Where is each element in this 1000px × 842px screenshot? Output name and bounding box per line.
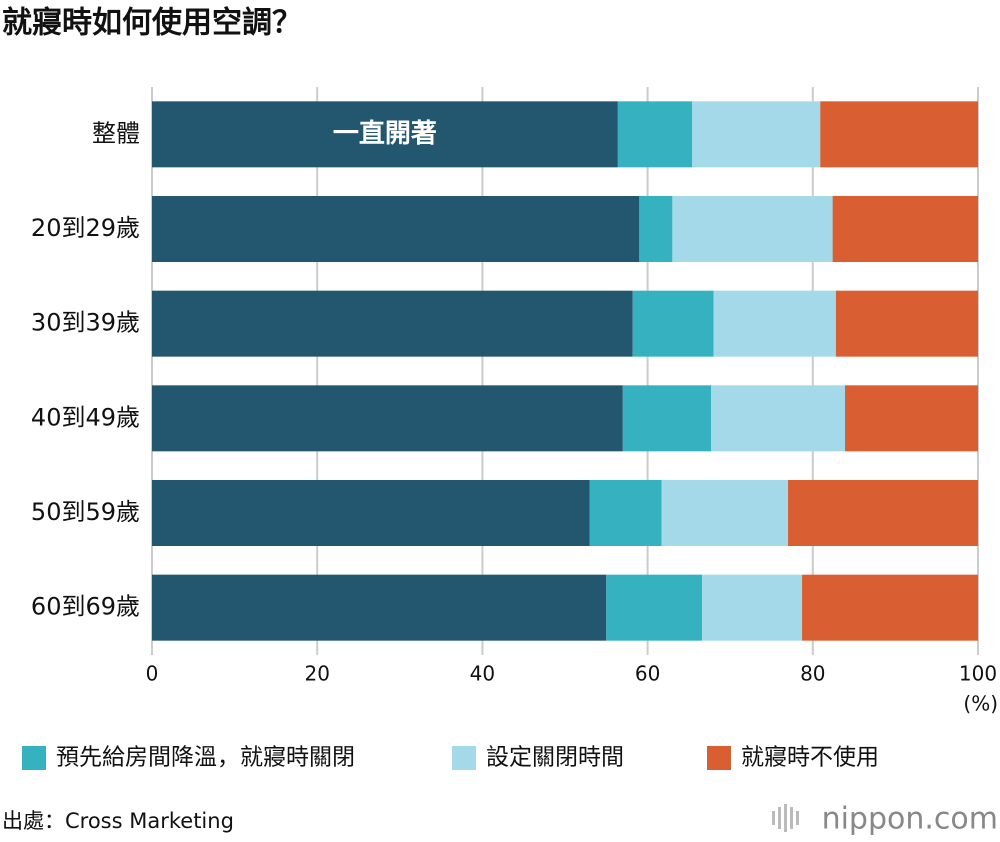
bar-segment <box>632 290 714 357</box>
x-tick-label: 40 <box>470 662 495 686</box>
bar-segment <box>589 480 662 546</box>
y-tick-label: 50到59歲 <box>31 498 140 526</box>
bar-segment <box>802 574 978 641</box>
x-tick-label: 20 <box>304 662 329 686</box>
chart-title: 就寢時如何使用空調？ <box>2 6 302 41</box>
bar-segment <box>152 196 640 262</box>
bar-segment <box>845 385 978 452</box>
bar-segment <box>617 101 693 168</box>
bar-segment <box>152 101 618 168</box>
logo-icon <box>772 804 799 832</box>
bar-segment <box>152 480 590 546</box>
y-tick-label: 20到29歲 <box>31 214 140 242</box>
bar-segment <box>692 101 821 168</box>
source: 出處：Cross Marketing <box>2 809 234 833</box>
bar-segment <box>152 290 633 357</box>
bar-segment <box>661 480 789 546</box>
legend-label: 預先給房間降溫，就寢時關閉 <box>56 745 355 771</box>
bar-segment <box>711 385 846 452</box>
logo: nippon.com <box>822 802 998 837</box>
x-axis-label: (%) <box>963 692 998 716</box>
bar-segment <box>832 196 978 262</box>
legend-swatch <box>707 746 731 770</box>
x-tick-label: 60 <box>635 662 660 686</box>
legend-swatch <box>452 746 476 770</box>
bar-segment <box>622 385 712 452</box>
y-tick-label: 40到49歲 <box>31 403 140 431</box>
bar-segment <box>606 574 703 641</box>
legend-label: 就寢時不使用 <box>741 745 879 771</box>
bar-segment <box>152 385 623 452</box>
bar-segment <box>713 290 836 357</box>
bar-segment <box>835 290 978 357</box>
bar-segment <box>820 101 978 168</box>
y-tick-label: 60到69歲 <box>31 593 140 621</box>
y-tick-label: 整體 <box>92 119 140 147</box>
legend-swatch <box>22 746 46 770</box>
legend-label: 設定關閉時間 <box>486 745 624 771</box>
y-tick-label: 30到39歲 <box>31 309 140 337</box>
x-tick-label: 100 <box>959 662 997 686</box>
bar-segment <box>639 196 673 262</box>
bar-segment <box>788 480 978 546</box>
bar-segment <box>672 196 833 262</box>
bar-segment <box>702 574 803 641</box>
series-label: 一直開著 <box>333 119 437 149</box>
bar-segment <box>152 574 607 641</box>
x-tick-label: 0 <box>146 662 159 686</box>
x-tick-label: 80 <box>800 662 825 686</box>
